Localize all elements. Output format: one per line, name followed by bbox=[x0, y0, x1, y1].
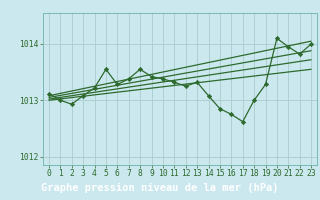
Text: Graphe pression niveau de la mer (hPa): Graphe pression niveau de la mer (hPa) bbox=[41, 183, 279, 193]
